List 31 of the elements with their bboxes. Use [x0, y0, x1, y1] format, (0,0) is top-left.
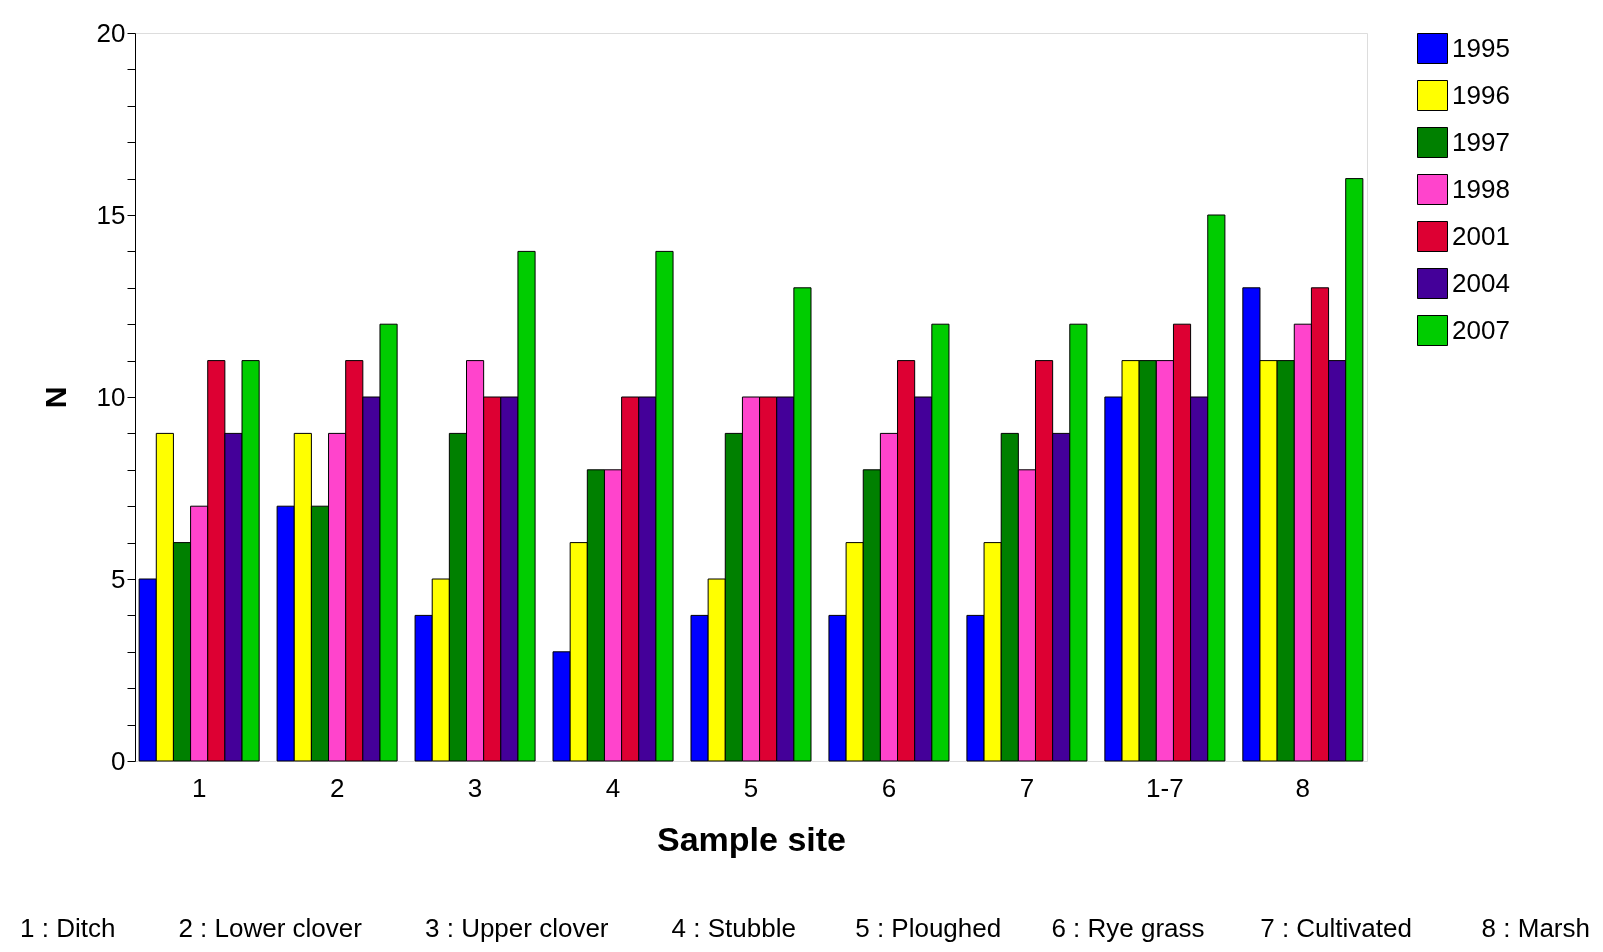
legend-label: 1997: [1452, 126, 1510, 157]
y-axis-title: N: [38, 386, 72, 409]
legend-label: 1995: [1452, 32, 1510, 63]
text: 6 : Rye grass: [1051, 913, 1205, 943]
legend-label: 1996: [1452, 79, 1510, 110]
text: 2 : Lower clover: [178, 913, 363, 943]
y-tick-label: 15: [96, 199, 126, 230]
x-axis-title: Sample site: [657, 819, 846, 858]
legend-label: 1998: [1452, 173, 1510, 204]
x-tick-label: 7: [1019, 772, 1035, 803]
x-tick-label: 6: [881, 772, 897, 803]
text: 5 : Ploughed: [855, 913, 1002, 943]
y-tick-label: 20: [96, 17, 126, 48]
y-tick-label: 10: [96, 381, 126, 412]
y-tick-label: 0: [111, 745, 126, 776]
text: 1 : Ditch: [20, 913, 116, 943]
x-tick-label: 1-7: [1146, 772, 1184, 803]
x-tick-label: 8: [1295, 772, 1311, 803]
legend-label: 2004: [1452, 267, 1510, 298]
x-tick-label: 5: [743, 772, 759, 803]
x-tick-label: 3: [467, 772, 483, 803]
legend-label: 2007: [1452, 314, 1510, 345]
x-tick-label: 4: [605, 772, 621, 803]
x-tick-label: 2: [329, 772, 345, 803]
text: 3 : Upper clover: [425, 913, 609, 943]
y-tick-label: 5: [111, 563, 126, 594]
text: 8 : Marsh: [1481, 913, 1590, 943]
x-tick-label: 1: [191, 772, 207, 803]
legend-label: 2001: [1452, 220, 1510, 251]
text: 4 : Stubble: [671, 913, 796, 943]
text: 7 : Cultivated: [1260, 913, 1412, 943]
